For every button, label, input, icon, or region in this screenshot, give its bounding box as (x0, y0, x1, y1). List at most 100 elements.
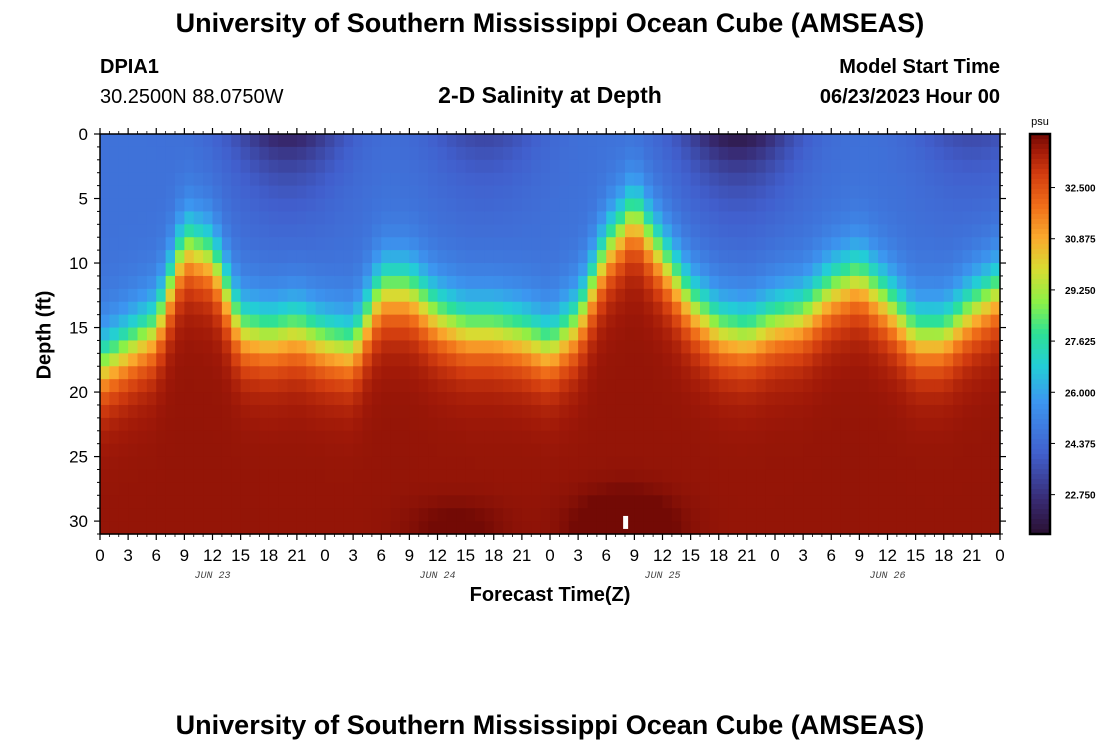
heatmap-cell (690, 327, 701, 342)
heatmap-cell (531, 469, 542, 483)
heatmap-cell (746, 211, 757, 225)
heatmap-cell (756, 521, 767, 535)
heatmap-cell (831, 340, 842, 354)
heatmap-cell (221, 185, 232, 200)
heatmap-cell (325, 211, 335, 225)
heatmap-cell (765, 159, 776, 174)
heatmap-cell (343, 495, 354, 509)
heatmap-cell (690, 159, 701, 174)
heatmap-cell (156, 263, 167, 277)
heatmap-cell (268, 392, 279, 406)
heatmap-cell (353, 198, 364, 213)
heatmap-cell (690, 185, 701, 200)
heatmap-cell (137, 134, 148, 148)
heatmap-cell (343, 456, 354, 471)
heatmap-cell (840, 211, 851, 225)
heatmap-cell (962, 134, 973, 148)
heatmap-cell (709, 430, 720, 445)
heatmap-cell (887, 417, 898, 432)
heatmap-cell (756, 224, 767, 238)
heatmap-cell (728, 237, 739, 251)
heatmap-cell (521, 146, 532, 161)
heatmap-cell (118, 263, 129, 277)
heatmap-cell (456, 288, 467, 303)
heatmap-cell (990, 134, 1001, 148)
heatmap-cell (409, 314, 420, 329)
heatmap-cell (362, 443, 373, 458)
heatmap-cell (737, 172, 748, 187)
heatmap-cell (765, 495, 776, 509)
heatmap-cell (315, 250, 326, 264)
heatmap-cell (493, 288, 504, 303)
heatmap-cell (128, 263, 139, 277)
heatmap-cell (868, 521, 879, 535)
heatmap-cell (775, 495, 785, 509)
heatmap-cell (896, 327, 907, 342)
heatmap-cell (859, 495, 870, 509)
heatmap-cell (934, 198, 945, 213)
heatmap-cell (653, 224, 664, 238)
heatmap-cell (775, 211, 785, 225)
heatmap-cell (718, 430, 729, 445)
heatmap-cell (821, 301, 832, 316)
heatmap-cell (296, 314, 307, 329)
heatmap-cell (831, 379, 842, 393)
heatmap-cell (643, 224, 654, 238)
heatmap-cell (362, 134, 373, 148)
heatmap-cell (259, 185, 270, 200)
heatmap-cell (531, 198, 542, 213)
heatmap-cell (831, 392, 842, 406)
heatmap-cell (859, 211, 870, 225)
heatmap-cells (100, 134, 1001, 535)
heatmap-cell (100, 495, 110, 509)
heatmap-cell (878, 379, 889, 393)
heatmap-cell (100, 159, 110, 174)
heatmap-cell (662, 469, 673, 483)
x-tick-label: 6 (602, 546, 611, 565)
heatmap-cell (746, 495, 757, 509)
heatmap-cell (540, 379, 551, 393)
heatmap-cell (868, 301, 879, 316)
heatmap-cell (165, 366, 176, 380)
heatmap-cell (681, 456, 692, 471)
heatmap-cell (109, 327, 120, 342)
heatmap-cell (925, 275, 935, 290)
x-tick-label: 9 (405, 546, 414, 565)
heatmap-cell (578, 366, 589, 380)
heatmap-cell (390, 159, 401, 174)
heatmap-cell (615, 146, 626, 161)
heatmap-cell (550, 237, 560, 251)
heatmap-cell (484, 379, 495, 393)
heatmap-cell (118, 404, 129, 419)
colorbar-segment (1030, 499, 1050, 505)
colorbar-segment (1030, 284, 1050, 290)
heatmap-cell (512, 237, 523, 251)
heatmap-cell (156, 495, 167, 509)
heatmap-cell (100, 404, 110, 419)
heatmap-cell (803, 417, 814, 432)
heatmap-cell (971, 288, 982, 303)
heatmap-cell (625, 456, 635, 471)
heatmap-cell (418, 327, 429, 342)
heatmap-cell (278, 301, 289, 316)
heatmap-cell (203, 482, 214, 496)
heatmap-cell (840, 508, 851, 522)
heatmap-cell (278, 469, 289, 483)
heatmap-cell (728, 250, 739, 264)
heatmap-cell (718, 469, 729, 483)
heatmap-cell (446, 275, 457, 290)
colorbar-segment (1030, 174, 1050, 180)
heatmap-cell (100, 250, 110, 264)
heatmap-cell (456, 353, 467, 367)
heatmap-cell (118, 288, 129, 303)
heatmap-cell (700, 172, 710, 187)
heatmap-cell (812, 198, 823, 213)
heatmap-cell (746, 443, 757, 458)
heatmap-cell (381, 521, 392, 535)
heatmap-cell (625, 275, 635, 290)
heatmap-cell (746, 404, 757, 419)
heatmap-cell (578, 172, 589, 187)
heatmap-cell (362, 172, 373, 187)
heatmap-cell (268, 134, 279, 148)
heatmap-cell (634, 146, 645, 161)
